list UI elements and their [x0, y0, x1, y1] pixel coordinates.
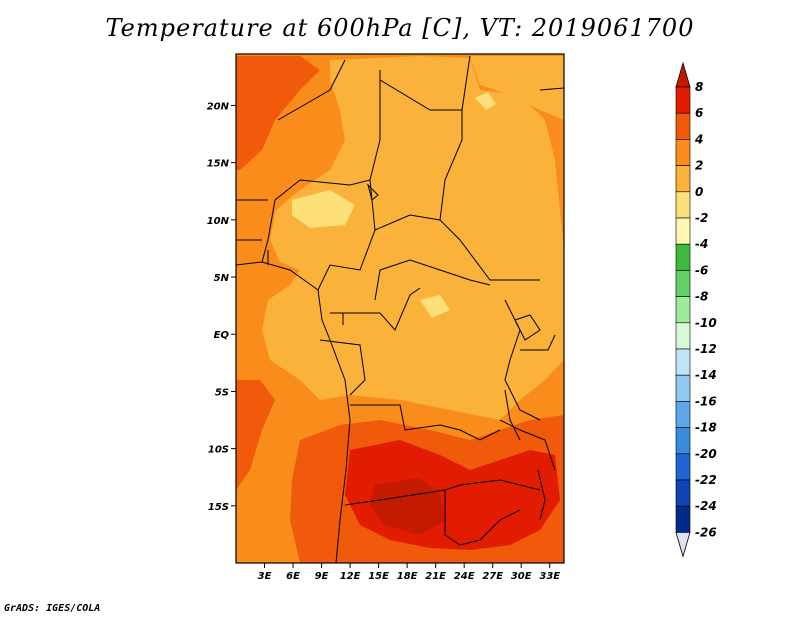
- border-line: [344, 479, 541, 506]
- colorbar-over-arrow: [675, 61, 691, 88]
- colorbar-under-arrow: [675, 532, 691, 558]
- colorbar-label: 0: [695, 185, 703, 199]
- temperature-field: [236, 54, 564, 563]
- y-tick-label: 10N: [207, 216, 230, 227]
- y-tick-label: 5S: [215, 387, 229, 398]
- field-4-6-westcoast: [236, 380, 275, 490]
- coastline: [236, 261, 351, 563]
- colorbar-label: 4: [694, 132, 703, 146]
- x-tick-label: 21E: [425, 571, 446, 582]
- x-tick-label: 24E: [454, 571, 475, 582]
- colorbar-label: 2: [695, 159, 703, 173]
- colorbar-label: -22: [695, 473, 717, 487]
- colorbar-swatch: [675, 479, 691, 507]
- x-tick-label: 6E: [286, 571, 300, 582]
- plot-frame: [235, 53, 565, 564]
- colorbar-swatch: [675, 427, 691, 455]
- border-line: [350, 404, 501, 441]
- colorbar-label: -16: [695, 394, 717, 408]
- field-patch-1: [292, 190, 355, 228]
- x-tick-label: 3E: [258, 571, 272, 582]
- y-tick-label: 15S: [208, 502, 229, 513]
- y-tick-label: 20N: [207, 101, 230, 112]
- colorbar: 8 6 4 2 0 -2 -4 -6 -8 -10 -12 -14 -16 -18 -20 -22 -24 -26: [675, 61, 717, 558]
- colorbar-label: -4: [695, 237, 708, 251]
- colorbar-swatch: [675, 165, 691, 193]
- y-tick-label: 5N: [214, 273, 230, 284]
- colorbar-swatch: [675, 112, 691, 140]
- grads-credit: GrADS: IGES/COLA: [4, 603, 101, 614]
- colorbar-label: 8: [695, 80, 703, 94]
- field-0-2-northeast: [470, 56, 564, 120]
- colorbar-swatch: [675, 505, 691, 533]
- x-tick-label: 27E: [482, 571, 503, 582]
- y-axis: 20N 15N 10N 5N EQ 5S 10S 15S: [207, 101, 236, 513]
- colorbar-swatch: [675, 322, 691, 350]
- colorbar-swatch: [675, 139, 691, 166]
- border-line: [461, 55, 564, 111]
- colorbar-swatch: [675, 270, 691, 297]
- x-axis: 3E 6E 9E 12E 15E 18E 21E 24E 27E 30E 33E: [258, 563, 560, 582]
- colorbar-swatch: [675, 86, 691, 114]
- lake-malawi: [537, 469, 546, 521]
- border-line: [317, 179, 441, 291]
- country-borders: [236, 55, 564, 563]
- border-line: [343, 287, 421, 331]
- colorbar-label: -20: [695, 447, 717, 461]
- colorbar-label: -8: [695, 290, 708, 304]
- x-tick-label: 15E: [368, 571, 389, 582]
- border-line: [261, 59, 381, 263]
- y-tick-label: 10S: [208, 445, 229, 456]
- colorbar-label: -12: [695, 342, 717, 356]
- x-tick-label: 33E: [539, 571, 560, 582]
- colorbar-swatch: [675, 401, 691, 428]
- colorbar-swatch: [675, 348, 691, 376]
- chart-title: Temperature at 600hPa [C], VT: 201906170…: [105, 14, 695, 42]
- x-tick-label: 30E: [511, 571, 532, 582]
- field-4-6-northwest: [236, 56, 320, 170]
- colorbar-label: -24: [695, 499, 717, 513]
- y-tick-label: 15N: [207, 159, 230, 170]
- colorbar-label: -6: [695, 263, 708, 277]
- field-patch-2: [475, 92, 496, 110]
- lake-chad: [367, 183, 379, 201]
- border-line: [319, 312, 366, 396]
- x-tick-label: 12E: [340, 571, 361, 582]
- border-line: [374, 259, 491, 301]
- y-tick-label: EQ: [214, 330, 230, 341]
- field-0-2-central: [262, 56, 564, 420]
- colorbar-swatch: [675, 191, 691, 219]
- colorbar-label: -10: [695, 316, 717, 330]
- colorbar-swatch: [675, 217, 691, 245]
- colorbar-label: -2: [695, 211, 708, 225]
- border-line: [379, 79, 540, 281]
- border-line: [444, 419, 556, 546]
- x-tick-label: 9E: [315, 571, 329, 582]
- colorbar-swatch: [675, 374, 691, 402]
- lake-tanganyika: [504, 389, 521, 441]
- colorbar-swatch: [675, 296, 691, 324]
- colorbar-label: -18: [695, 421, 717, 435]
- colorbar-swatch: [675, 453, 691, 481]
- x-tick-label: 18E: [397, 571, 418, 582]
- lake-victoria: [514, 314, 541, 341]
- field-over-8-core: [370, 478, 445, 535]
- colorbar-label: 6: [695, 106, 703, 120]
- colorbar-swatch: [675, 243, 691, 271]
- colorbar-label: -26: [695, 525, 717, 539]
- colorbar-label: -14: [695, 368, 717, 382]
- field-patch-3: [420, 295, 450, 318]
- border-line: [236, 199, 269, 265]
